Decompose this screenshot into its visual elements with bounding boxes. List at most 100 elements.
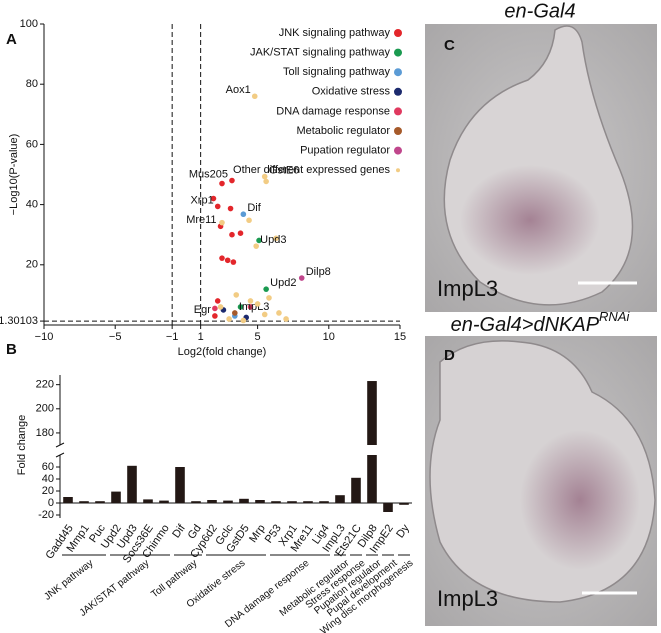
- point: [276, 310, 282, 316]
- axis-break: [55, 442, 65, 448]
- x-tick-label: −1: [166, 331, 179, 343]
- panel-label: A: [6, 31, 17, 48]
- point: [240, 211, 247, 218]
- point: [224, 257, 231, 264]
- point: [217, 304, 224, 310]
- y-tick-label: 100: [20, 18, 38, 30]
- point: [237, 230, 244, 236]
- point-label: ImpL3: [239, 301, 270, 313]
- legend-label: JNK signaling pathway: [279, 27, 391, 39]
- x-tick-label: 10: [323, 331, 335, 343]
- point-label: Mus205: [189, 168, 228, 180]
- legend-label: Toll signaling pathway: [283, 66, 391, 78]
- legend-marker: [394, 48, 402, 57]
- bar: [367, 381, 377, 445]
- bar: [191, 501, 201, 503]
- x-tick-label: Mrp: [247, 523, 268, 545]
- bar: [367, 455, 377, 503]
- point: [266, 295, 272, 301]
- point: [210, 195, 217, 202]
- point: [214, 203, 221, 210]
- point: [227, 205, 234, 212]
- point: [237, 304, 244, 310]
- bar: [79, 501, 89, 503]
- x-tick-label: −5: [109, 331, 122, 343]
- point: [261, 311, 268, 318]
- point: [230, 259, 237, 265]
- point: [219, 255, 225, 261]
- bar: [287, 501, 297, 503]
- y-tick-label: 40: [26, 199, 38, 211]
- micrograph-d: [425, 336, 657, 626]
- x-tick-label: Dif: [170, 522, 188, 541]
- panel-label: B: [6, 341, 17, 358]
- bar: [239, 498, 249, 503]
- point-label: Mre11: [186, 214, 216, 226]
- point: [256, 237, 262, 244]
- y-tick-label: 40: [42, 473, 54, 485]
- point: [261, 173, 268, 180]
- axis-break: [55, 452, 65, 458]
- bar: [303, 501, 313, 503]
- x-tick-label: 1: [198, 331, 204, 343]
- group-label: Toll pathway: [149, 558, 199, 601]
- point: [246, 217, 252, 224]
- point: [232, 310, 238, 316]
- y-tick-label: 180: [36, 427, 54, 439]
- point-label: Egr: [194, 304, 211, 316]
- bar: [159, 500, 169, 503]
- panel-label: D: [444, 347, 455, 364]
- point: [226, 316, 232, 322]
- x-axis-label: Log2(fold change): [178, 346, 267, 358]
- legend-marker: [394, 68, 402, 77]
- point: [233, 292, 240, 298]
- image-title: en-Gal4: [504, 0, 575, 22]
- bar: [111, 491, 121, 503]
- panel-label: C: [444, 37, 455, 54]
- legend-label: JAK/STAT signaling pathway: [250, 47, 391, 59]
- x-tick-label: 15: [394, 331, 406, 343]
- bar: [335, 495, 345, 503]
- legend-marker: [394, 107, 402, 116]
- group-label: JNK pathway: [42, 558, 95, 603]
- legend-marker: [394, 29, 402, 37]
- legend-label: Other different expressed genes: [233, 164, 390, 176]
- point: [247, 304, 254, 310]
- point: [229, 177, 235, 184]
- point: [214, 298, 221, 304]
- point-label: Dilp8: [306, 266, 331, 278]
- bar: [175, 467, 185, 503]
- y-tick-label: 60: [26, 138, 38, 150]
- point: [251, 93, 258, 100]
- bar: [207, 500, 217, 503]
- image-title: en-Gal4>dNKAPRNAi: [451, 309, 631, 336]
- bar: [383, 503, 393, 512]
- point-label: Xrp1: [190, 194, 213, 206]
- point-label: Upd3: [260, 234, 286, 246]
- legend-label: Metabolic regulator: [296, 125, 390, 137]
- image-label: ImpL3: [437, 586, 498, 611]
- image-title-main: en-Gal4>dNKAP: [451, 314, 600, 336]
- y-tick-label: 1.30103: [0, 315, 38, 327]
- micrograph-c: [425, 24, 657, 312]
- point: [263, 178, 269, 185]
- y-tick-label: 20: [26, 259, 38, 271]
- bar: [319, 501, 329, 503]
- image-title-sup: RNAi: [599, 309, 630, 324]
- point: [263, 286, 269, 292]
- legend-marker: [394, 146, 402, 155]
- y-tick-label: -20: [38, 509, 54, 521]
- bar: [271, 501, 281, 503]
- point: [298, 275, 305, 281]
- y-axis-label: Fold change: [16, 415, 28, 476]
- y-tick-label: 0: [48, 497, 54, 509]
- point: [273, 235, 279, 242]
- bar: [351, 477, 361, 503]
- y-tick-label: 20: [42, 485, 54, 497]
- bar: [127, 465, 137, 503]
- y-tick-label: 60: [42, 461, 54, 473]
- point: [219, 180, 225, 187]
- y-tick-label: 80: [26, 78, 38, 90]
- legend-marker: [394, 87, 402, 96]
